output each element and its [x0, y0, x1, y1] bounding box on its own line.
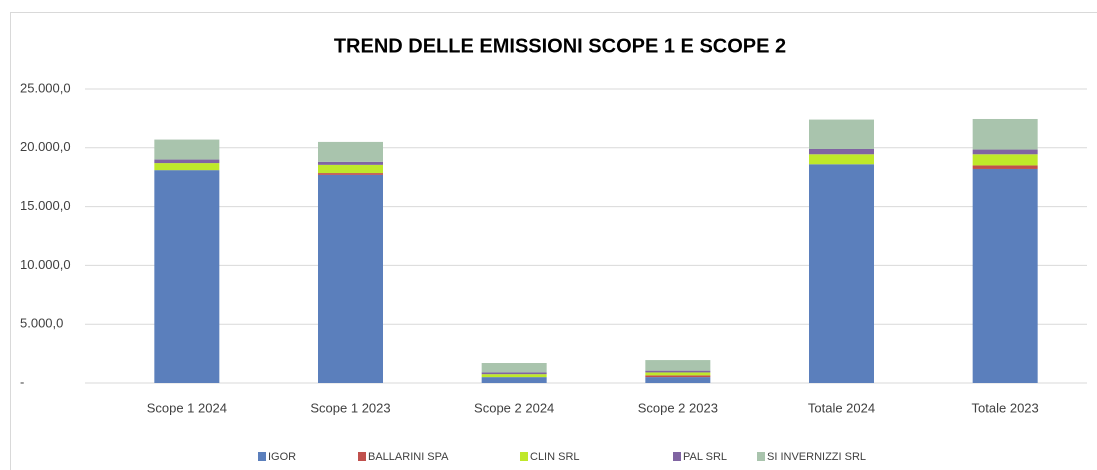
y-tick-label: 25.000,0: [20, 80, 71, 95]
bar-segment: [318, 174, 383, 383]
legend-label: SI INVERNIZZI SRL: [767, 451, 866, 463]
bar-segment: [972, 118, 1038, 150]
bar-segment: [645, 360, 711, 371]
y-tick-label: 20.000,0: [20, 139, 71, 154]
bar-segment: [972, 165, 1038, 169]
legend-swatch: [258, 452, 266, 461]
y-tick-label: 10.000,0: [20, 257, 71, 272]
bar-segment: [481, 363, 547, 373]
chart-frame: [10, 12, 1097, 470]
x-tick-label: Scope 2 2024: [474, 400, 554, 415]
bar-segment: [154, 170, 220, 383]
bar-segment: [972, 149, 1038, 155]
bar-segment: [809, 148, 874, 155]
y-tick-label: 5.000,0: [20, 316, 63, 331]
bar-segment: [154, 139, 220, 160]
bar-segment: [481, 377, 547, 383]
legend-swatch: [520, 452, 528, 461]
bar-segment: [972, 168, 1038, 383]
x-tick-label: Scope 2 2023: [638, 400, 718, 415]
bar-segment: [645, 375, 711, 378]
bar-segment: [645, 372, 711, 376]
bar-segment: [318, 161, 383, 165]
legend-label: IGOR: [268, 451, 296, 463]
bar-segment: [318, 141, 383, 162]
bar-segment: [481, 374, 547, 378]
bar-segment: [972, 154, 1038, 166]
bar-segment: [645, 377, 711, 383]
legend-label: PAL SRL: [683, 451, 727, 463]
y-tick-label: -: [20, 374, 24, 389]
legend-label: CLIN SRL: [530, 451, 580, 463]
legend-swatch: [757, 452, 765, 461]
legend-label: BALLARINI SPA: [368, 451, 449, 463]
bar-segment: [318, 173, 383, 175]
bar-segment: [809, 164, 874, 383]
y-tick-label: 15.000,0: [20, 198, 71, 213]
legend-swatch: [673, 452, 681, 461]
chart-title: TREND DELLE EMISSIONI SCOPE 1 E SCOPE 2: [334, 35, 786, 57]
bar-segment: [318, 164, 383, 174]
bar-segment: [481, 372, 547, 375]
bar-segment: [809, 119, 874, 149]
bar-segment: [154, 159, 220, 164]
bar-segment: [809, 154, 874, 165]
x-tick-label: Totale 2023: [972, 400, 1039, 415]
x-tick-label: Scope 1 2024: [147, 400, 227, 415]
x-tick-label: Scope 1 2023: [310, 400, 390, 415]
x-tick-label: Totale 2024: [808, 400, 875, 415]
bar-segment: [154, 163, 220, 171]
legend-swatch: [358, 452, 366, 461]
bar-segment: [645, 370, 711, 373]
